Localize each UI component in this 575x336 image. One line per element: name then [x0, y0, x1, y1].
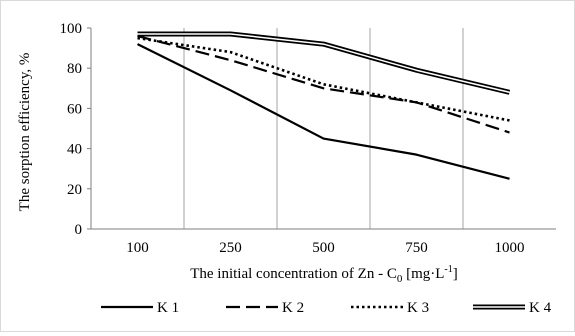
legend-item-k-2: K 2	[226, 300, 304, 316]
x-tick-label: 500	[312, 240, 335, 256]
series-lines	[137, 31, 511, 180]
y-tick-label: 80	[67, 61, 82, 77]
legend: K 1 K 2 K 3 K 4	[101, 300, 552, 316]
legend-label: K 1	[157, 300, 179, 316]
x-tick-label: 100	[126, 240, 149, 256]
axes	[87, 27, 556, 230]
gridlines	[183, 28, 464, 229]
series-line-k-3	[137, 36, 510, 122]
series-line-k-2	[137, 34, 510, 134]
series-line-k-1	[137, 43, 510, 180]
x-tick-label: 750	[405, 240, 428, 256]
line-chart: 0 20 40 60 80 100 100 250 500 750 1000 The sorptio…	[17, 21, 556, 316]
legend-item-k-4: K 4	[473, 300, 552, 316]
y-tick-label: 0	[75, 222, 83, 238]
legend-label: K 2	[282, 300, 304, 316]
x-tick-label: 1000	[495, 240, 525, 256]
legend-label: K 3	[407, 300, 429, 316]
y-tick-label: 60	[67, 101, 82, 117]
x-axis-title: The initial concentration of Zn - C0 [mg…	[190, 264, 458, 285]
series-outline	[137, 31, 511, 95]
legend-item-k-1: K 1	[101, 300, 179, 316]
legend-label: K 4	[529, 300, 552, 316]
series-line-k-4	[137, 31, 511, 95]
y-tick-label: 20	[67, 182, 82, 198]
x-tick-label: 250	[219, 240, 242, 256]
legend-item-k-3: K 3	[351, 300, 429, 316]
y-tick-label: 40	[67, 142, 82, 158]
y-axis-title: The sorption efficiency, %	[17, 53, 33, 212]
y-tick-label: 100	[60, 21, 83, 37]
series-inner	[137, 33, 510, 94]
tick-labels: 0 20 40 60 80 100 100 250 500 750 1000	[60, 21, 525, 256]
